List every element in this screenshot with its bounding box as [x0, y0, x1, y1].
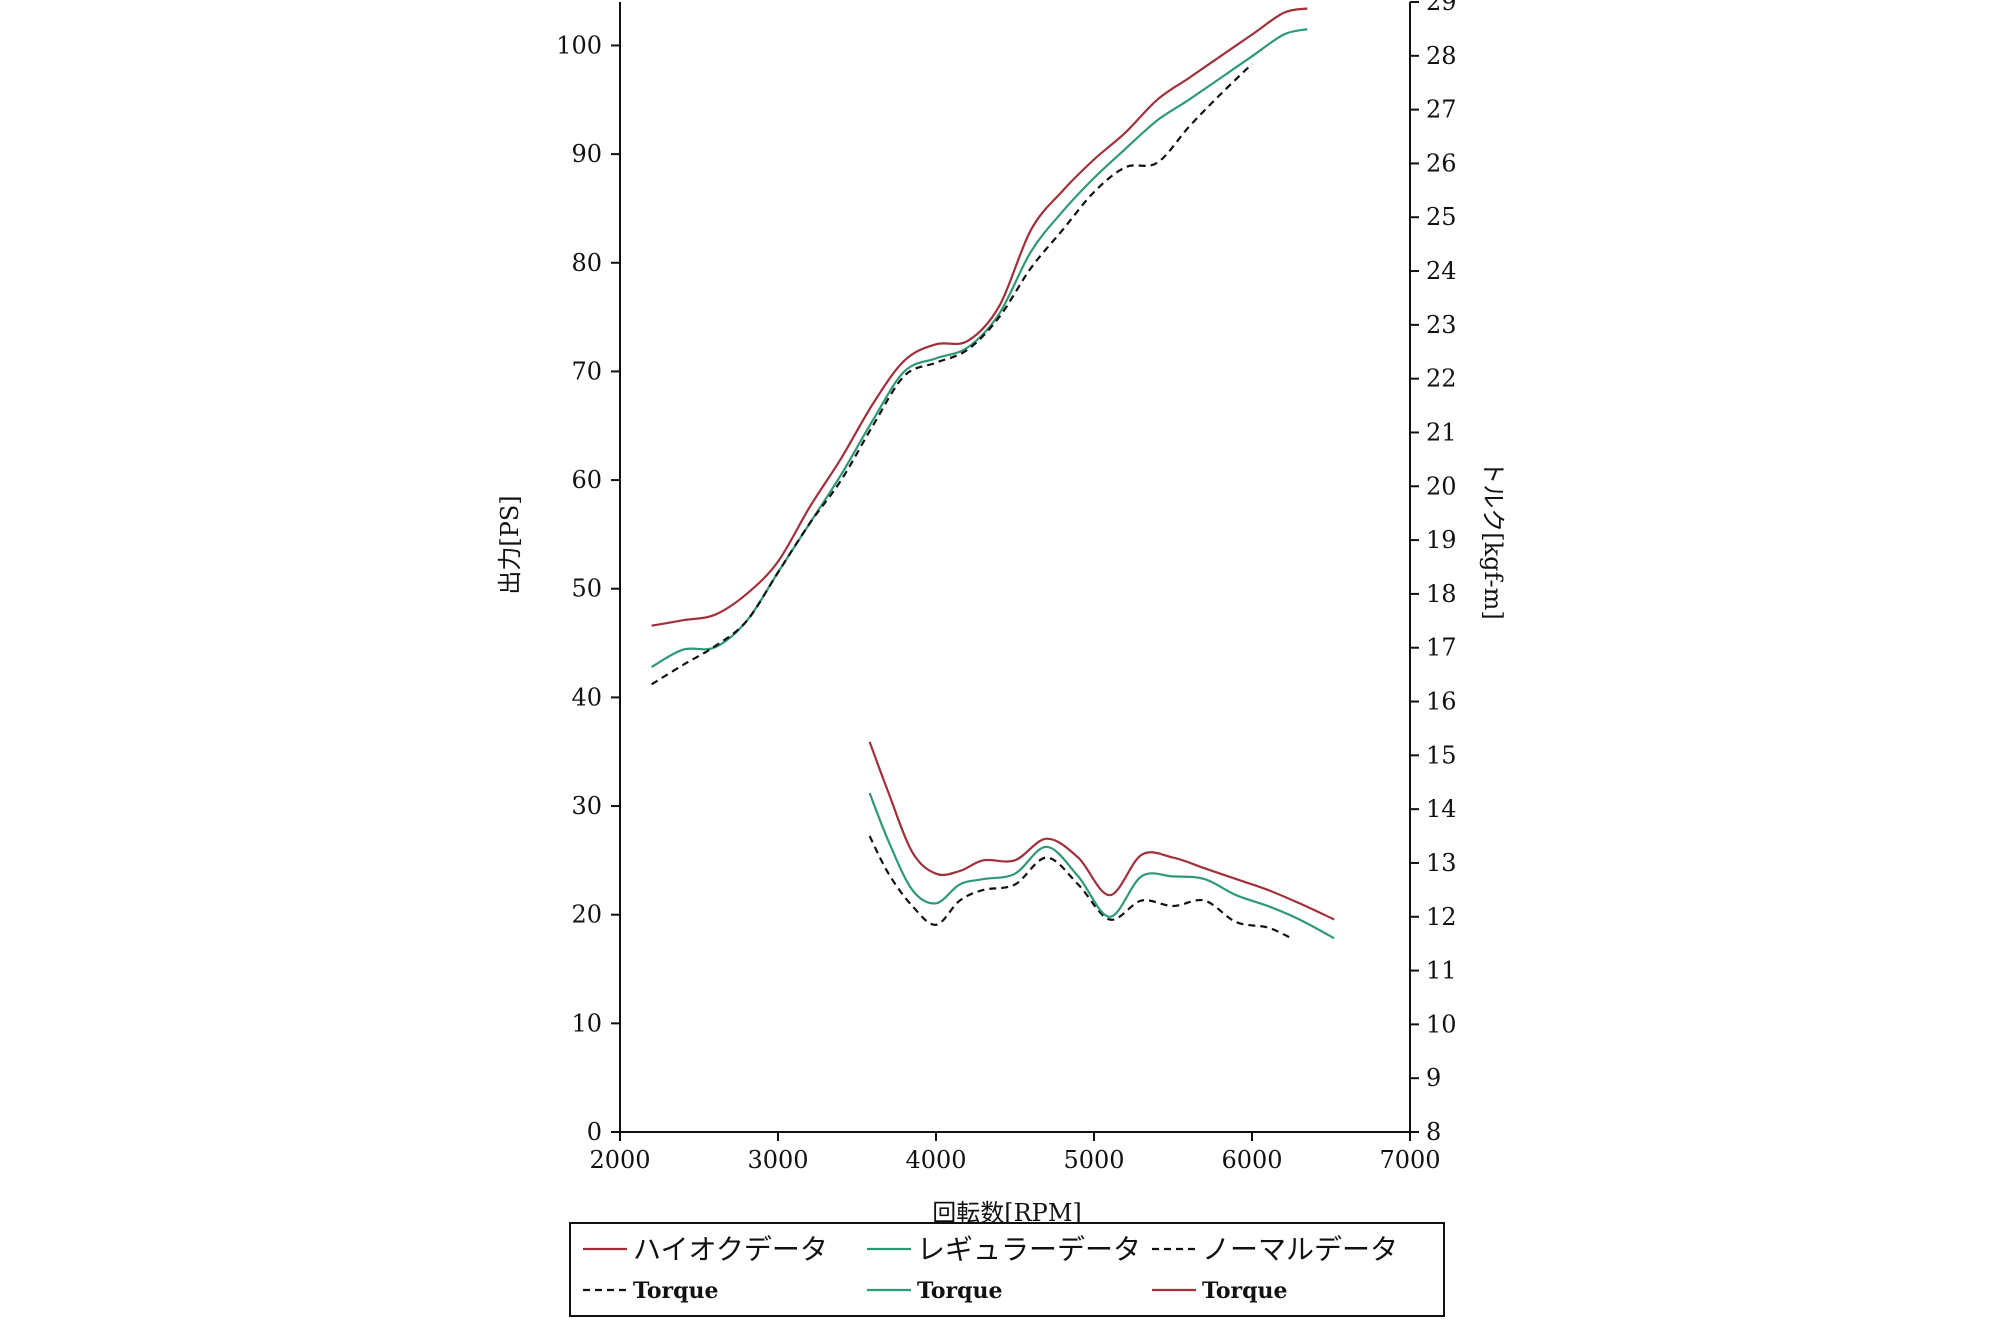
y-right-tick-label: 19	[1426, 526, 1457, 554]
y-right-tick-label: 24	[1426, 257, 1457, 285]
torque-line-3	[868, 835, 1292, 940]
y-left-tick-label: 90	[571, 140, 602, 168]
y-right-axis-title: トルク[kgf-m]	[1479, 460, 1507, 620]
legend-label: Torque	[633, 1278, 719, 1304]
y-right-tick-label: 20	[1426, 472, 1457, 500]
y-right-tick-label: 10	[1426, 1010, 1457, 1038]
x-tick-label: 2000	[589, 1146, 650, 1174]
y-left-tick-label: 40	[571, 683, 602, 711]
y-left-tick-label: 60	[571, 466, 602, 494]
y-right-tick-label: 27	[1426, 96, 1457, 124]
x-tick-label: 5000	[1063, 1146, 1124, 1174]
power-line-1	[651, 28, 1308, 668]
x-tick-label: 7000	[1379, 1146, 1440, 1174]
y-right-tick-label: 12	[1426, 903, 1457, 931]
power-line-2	[651, 63, 1253, 686]
y-right-tick-label: 14	[1426, 795, 1457, 823]
y-right-tick-label: 18	[1426, 580, 1457, 608]
y-right-tick-label: 29	[1426, 0, 1457, 16]
chart-axes: 2000 3000 4000 5000 6000 7000 0 10 20 30 40 50 60 70 8…	[556, 0, 1456, 1174]
legend-label: ハイオクデータ	[633, 1233, 828, 1266]
y-right-tick-label: 17	[1426, 634, 1457, 662]
y-right-tick-label: 9	[1426, 1064, 1441, 1092]
x-tick-label: 6000	[1221, 1146, 1282, 1174]
y-left-tick-label: 10	[571, 1009, 602, 1037]
chart-series	[651, 7, 1335, 940]
legend-label: レギュラーデータ	[917, 1233, 1141, 1266]
torque-line-4	[868, 792, 1335, 940]
y-left-tick-label: 0	[587, 1118, 602, 1146]
legend-label: ノーマルデータ	[1202, 1233, 1398, 1266]
legend-box	[569, 1222, 1445, 1317]
y-right-tick-label: 21	[1426, 418, 1457, 446]
y-right-tick-label: 23	[1426, 311, 1457, 339]
y-left-tick-label: 30	[571, 792, 602, 820]
y-left-axis-title: 出力[PS]	[496, 495, 524, 594]
x-tick-label: 3000	[747, 1146, 808, 1174]
torque-line-5	[868, 741, 1335, 921]
y-right-tick-label: 26	[1426, 149, 1457, 177]
y-left-tick-label: 50	[571, 575, 602, 603]
y-right-tick-label: 8	[1426, 1118, 1441, 1146]
y-right-tick-label: 25	[1426, 203, 1457, 231]
y-right-tick-label: 15	[1426, 741, 1457, 769]
y-left-tick-label: 100	[556, 31, 602, 59]
y-right-tick-label: 13	[1426, 849, 1457, 877]
legend-label: Torque	[917, 1278, 1003, 1304]
power-line-0	[651, 7, 1308, 627]
y-left-tick-label: 20	[571, 901, 602, 929]
y-right-tick-label: 28	[1426, 42, 1457, 70]
legend-label: Torque	[1202, 1278, 1288, 1304]
legend: ハイオクデータ レギュラーデータ ノーマルデータ Torque Torque Torque	[569, 1222, 1445, 1317]
x-tick-label: 4000	[905, 1146, 966, 1174]
y-left-tick-label: 80	[571, 249, 602, 277]
y-right-tick-label: 16	[1426, 688, 1457, 716]
y-right-tick-label: 22	[1426, 365, 1457, 393]
y-left-tick-label: 70	[571, 357, 602, 385]
y-right-tick-label: 11	[1426, 957, 1457, 985]
